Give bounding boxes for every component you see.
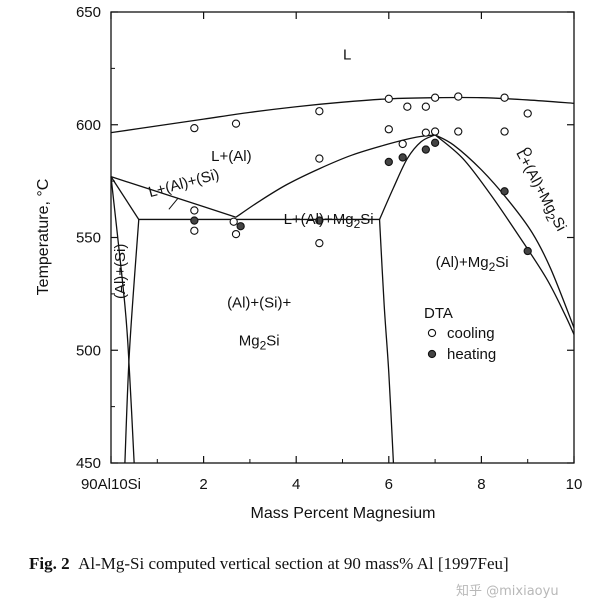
heating-point [500,187,509,196]
boundary-solvus-upper [434,134,575,328]
legend: DTA cooling heating [419,300,512,372]
heating-point [430,138,440,147]
cooling-point [315,107,324,116]
x-tick-label: 10 [566,476,583,493]
legend-heating-label: heating [447,346,496,363]
cooling-point [231,119,241,128]
y-tick-label: 600 [76,117,101,134]
heating-point [421,145,430,154]
cooling-point [430,93,440,102]
cooling-point [398,139,407,149]
cooling-point [500,93,509,102]
boundary-solvus-al-si [110,176,140,220]
y-axis-label: Temperature, °C [35,179,52,296]
y-tick-label: 550 [76,230,101,247]
boundary-eutectic-valley-right [378,134,436,220]
x-tick-label: 2 [199,476,207,493]
heating-point [523,246,532,256]
y-tick-label: 500 [76,342,101,359]
boundary-liquidus-mg2si-left [235,134,436,218]
cooling-point [315,238,324,248]
legend-cooling-label: cooling [447,325,495,342]
cooling-point [430,127,440,136]
cooling-point [523,147,532,156]
region-label: L [343,46,351,63]
cooling-point [421,102,430,111]
plot-area-border [110,11,575,464]
label-leader-line [168,197,179,210]
phase-boundaries [110,96,575,464]
x-tick-label: 4 [292,476,300,493]
boundary-solidus-al-si-right [124,219,140,464]
heating-point [384,157,393,167]
cooling-point [454,92,463,101]
region-label: Mg2Si [239,333,280,353]
region-label: L+(Al)+Mg2Si [510,147,570,236]
legend-heating-marker [427,349,437,359]
region-label: (Al)+Mg2Si [436,254,509,274]
figure-caption-text: Al-Mg-Si computed vertical section at 90… [78,554,509,573]
boundary-solvus-lower [434,134,575,335]
y-tick-label: 650 [76,4,101,21]
x-tick-label: 90Al10Si [81,476,141,493]
heating-point [236,222,245,231]
boundary-liquidus-si [110,175,237,218]
cooling-point [384,94,393,103]
x-tick-label: 8 [477,476,485,493]
watermark: 知乎 @mixiaoyu [456,584,559,599]
legend-cooling-marker [427,328,437,338]
figure-caption: Fig. 2 Al-Mg-Si computed vertical sectio… [29,553,595,575]
region-label: (Al)+(Si) [112,244,129,299]
boundary-solvus-mg2si [378,219,395,464]
cooling-point [190,226,199,235]
heating-point [190,216,199,225]
cooling-point [500,127,509,136]
cooling-point [231,229,241,239]
y-tick-label: 450 [76,455,101,472]
cooling-point [384,125,393,134]
cooling-point [190,206,199,215]
cooling-point [454,127,463,136]
data-points [190,92,532,256]
figure-number: Fig. 2 [29,554,70,573]
region-label: (Al)+(Si)+ [227,294,291,311]
cooling-point [421,128,430,137]
legend-title: DTA [424,305,453,322]
cooling-point [523,109,532,118]
axis-titles: Mass Percent Magnesium Temperature, °C [35,179,435,522]
plot-frame [110,11,575,464]
axis-ticks: 90Al10Si 2 4 6 8 10 450 500 550 600 650 [76,4,582,493]
x-axis-label: Mass Percent Magnesium [251,505,436,522]
x-tick-label: 6 [385,476,393,493]
heating-point [398,153,407,162]
heating-point [315,216,324,225]
region-label: L+(Al)+(Si) [147,166,221,201]
region-label: L+(Al)+Mg2Si [284,211,374,231]
cooling-point [403,102,412,111]
cooling-point [190,123,199,133]
boundary-liquidus-al [110,96,575,134]
boundary-solidus-al-si-left [110,176,135,464]
cooling-point [315,154,324,163]
region-label: L+(Al) [211,148,251,165]
cooling-point [229,217,238,226]
